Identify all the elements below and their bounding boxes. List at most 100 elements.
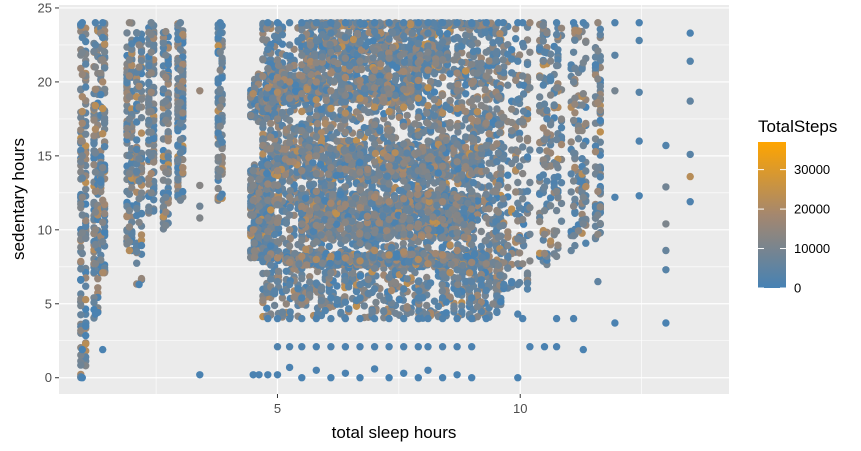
data-point <box>324 170 333 178</box>
data-point <box>446 70 454 78</box>
data-point <box>90 298 98 307</box>
data-point <box>133 136 141 144</box>
data-point <box>270 301 279 310</box>
data-point <box>145 95 153 103</box>
data-point <box>159 34 168 42</box>
data-point <box>82 83 90 91</box>
data-point <box>164 128 172 136</box>
data-point <box>493 140 501 148</box>
data-point <box>383 172 391 180</box>
data-point <box>332 171 340 180</box>
data-point <box>458 58 466 67</box>
data-point <box>450 305 458 313</box>
data-point <box>133 247 141 256</box>
data-point <box>100 40 109 48</box>
data-point <box>313 119 322 128</box>
data-point <box>465 285 474 294</box>
data-point <box>263 169 271 178</box>
data-point <box>174 35 182 44</box>
data-point <box>100 114 109 122</box>
data-point <box>298 300 306 308</box>
data-point <box>459 261 467 269</box>
data-point <box>97 153 105 161</box>
data-point <box>179 109 187 117</box>
data-point <box>447 260 455 268</box>
data-point <box>282 300 290 308</box>
data-point <box>77 158 85 166</box>
data-point <box>345 283 353 291</box>
data-point <box>364 165 372 174</box>
data-point <box>90 154 98 163</box>
data-point <box>137 236 146 244</box>
data-point <box>313 145 321 153</box>
data-point <box>247 176 255 184</box>
data-point <box>345 136 353 145</box>
data-point <box>214 184 222 193</box>
data-point <box>493 105 501 113</box>
data-point <box>82 60 90 68</box>
data-point <box>423 301 431 310</box>
data-point <box>77 64 85 73</box>
data-point <box>100 48 109 56</box>
data-point <box>82 322 90 330</box>
data-point <box>273 154 282 163</box>
data-point <box>334 253 342 261</box>
data-point <box>137 129 146 137</box>
data-point <box>267 206 275 214</box>
data-point <box>290 293 298 301</box>
data-point <box>462 67 470 75</box>
data-point <box>356 158 364 167</box>
data-point <box>77 243 85 251</box>
data-point <box>137 274 146 283</box>
data-point <box>77 113 85 122</box>
data-point <box>434 156 442 164</box>
data-point <box>430 112 439 120</box>
data-point <box>423 109 431 117</box>
data-point <box>159 85 168 93</box>
data-point <box>317 105 326 114</box>
data-point <box>259 72 267 81</box>
data-point <box>90 140 98 148</box>
data-point <box>415 287 423 295</box>
data-point <box>430 70 439 78</box>
data-point <box>295 260 303 268</box>
data-point <box>438 287 446 295</box>
data-point <box>320 154 329 163</box>
data-point <box>133 145 141 154</box>
data-point <box>77 168 85 176</box>
data-point <box>431 249 440 258</box>
data-point <box>82 331 90 340</box>
data-point <box>164 153 172 161</box>
data-point <box>493 158 501 166</box>
data-point <box>446 241 454 249</box>
data-point <box>77 361 85 369</box>
data-point <box>317 296 326 305</box>
data-point <box>218 59 226 67</box>
data-point <box>392 253 401 261</box>
data-point <box>214 172 222 181</box>
data-point <box>267 242 275 250</box>
data-point <box>137 241 146 250</box>
data-point <box>77 200 85 208</box>
data-point <box>497 298 505 306</box>
data-point <box>430 297 439 305</box>
data-point <box>179 164 187 172</box>
data-point <box>368 307 376 315</box>
data-point <box>82 295 90 304</box>
data-point <box>306 136 314 144</box>
data-point <box>164 60 172 69</box>
data-point <box>90 116 98 124</box>
data-point <box>454 280 462 289</box>
data-point <box>133 29 141 37</box>
data-point <box>100 119 109 127</box>
data-point <box>179 53 187 61</box>
data-point <box>420 249 428 258</box>
data-point <box>82 282 90 290</box>
data-point <box>270 287 279 295</box>
data-point <box>250 239 259 247</box>
data-point <box>286 187 294 195</box>
data-point <box>485 182 493 190</box>
data-point <box>100 85 109 94</box>
data-point <box>77 301 85 310</box>
data-point <box>430 96 439 104</box>
